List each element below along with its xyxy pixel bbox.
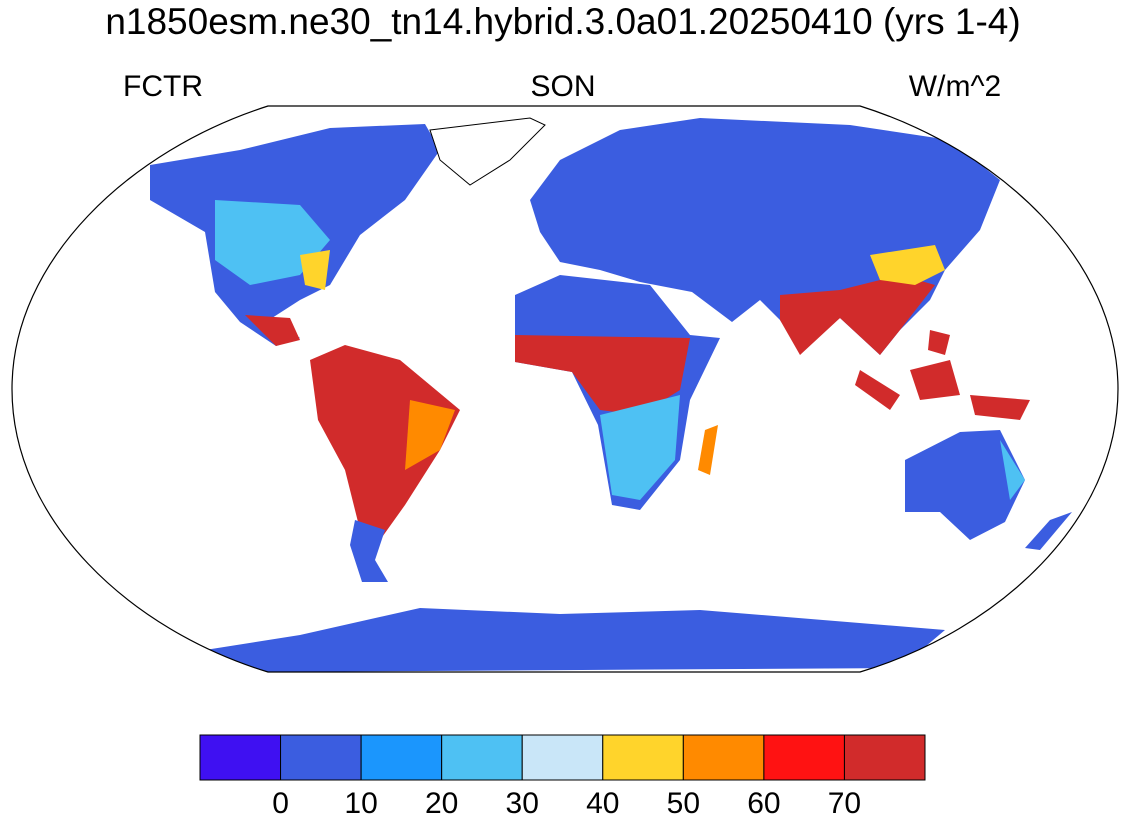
season-label: SON [530,70,595,103]
land [350,520,388,582]
colorbar-label: 30 [506,787,539,820]
colorbar-box [682,734,765,781]
land [698,425,718,475]
land [515,335,690,415]
land [405,400,455,470]
colorbar-box [602,734,684,781]
land [600,395,680,500]
variable-label: FCTR [123,70,203,103]
land [215,200,330,285]
colorbar-label: 50 [667,787,700,820]
colorbar-label: 0 [272,787,289,820]
map-outline [11,105,1119,673]
land [300,250,330,290]
greenland [429,117,546,186]
colorbar-box [521,734,604,781]
land [780,275,935,355]
title: n1850esm.ne30_tn14.hybrid.3.0a01.2025041… [105,1,1020,42]
land [855,330,1030,420]
land [1000,440,1025,500]
map [150,117,1072,672]
colorbar-label: 60 [747,787,780,820]
land [1025,512,1072,550]
land [310,345,460,540]
land [205,608,945,672]
land [870,245,945,285]
land [905,430,1025,540]
land [245,315,300,346]
colorbar-box [843,734,926,781]
colorbar-box [763,734,845,781]
colorbar-box [199,734,282,781]
colorbar-box [441,734,523,781]
colorbar-box [280,734,362,781]
colorbar: 0 10 20 30 40 50 60 70 [199,734,926,820]
colorbar-label: 10 [344,787,377,820]
colorbar-label: 20 [425,787,458,820]
colorbar-label: 40 [586,787,619,820]
colorbar-label: 70 [828,787,861,820]
colorbar-box [360,734,443,781]
units-label: W/m^2 [909,70,1001,103]
